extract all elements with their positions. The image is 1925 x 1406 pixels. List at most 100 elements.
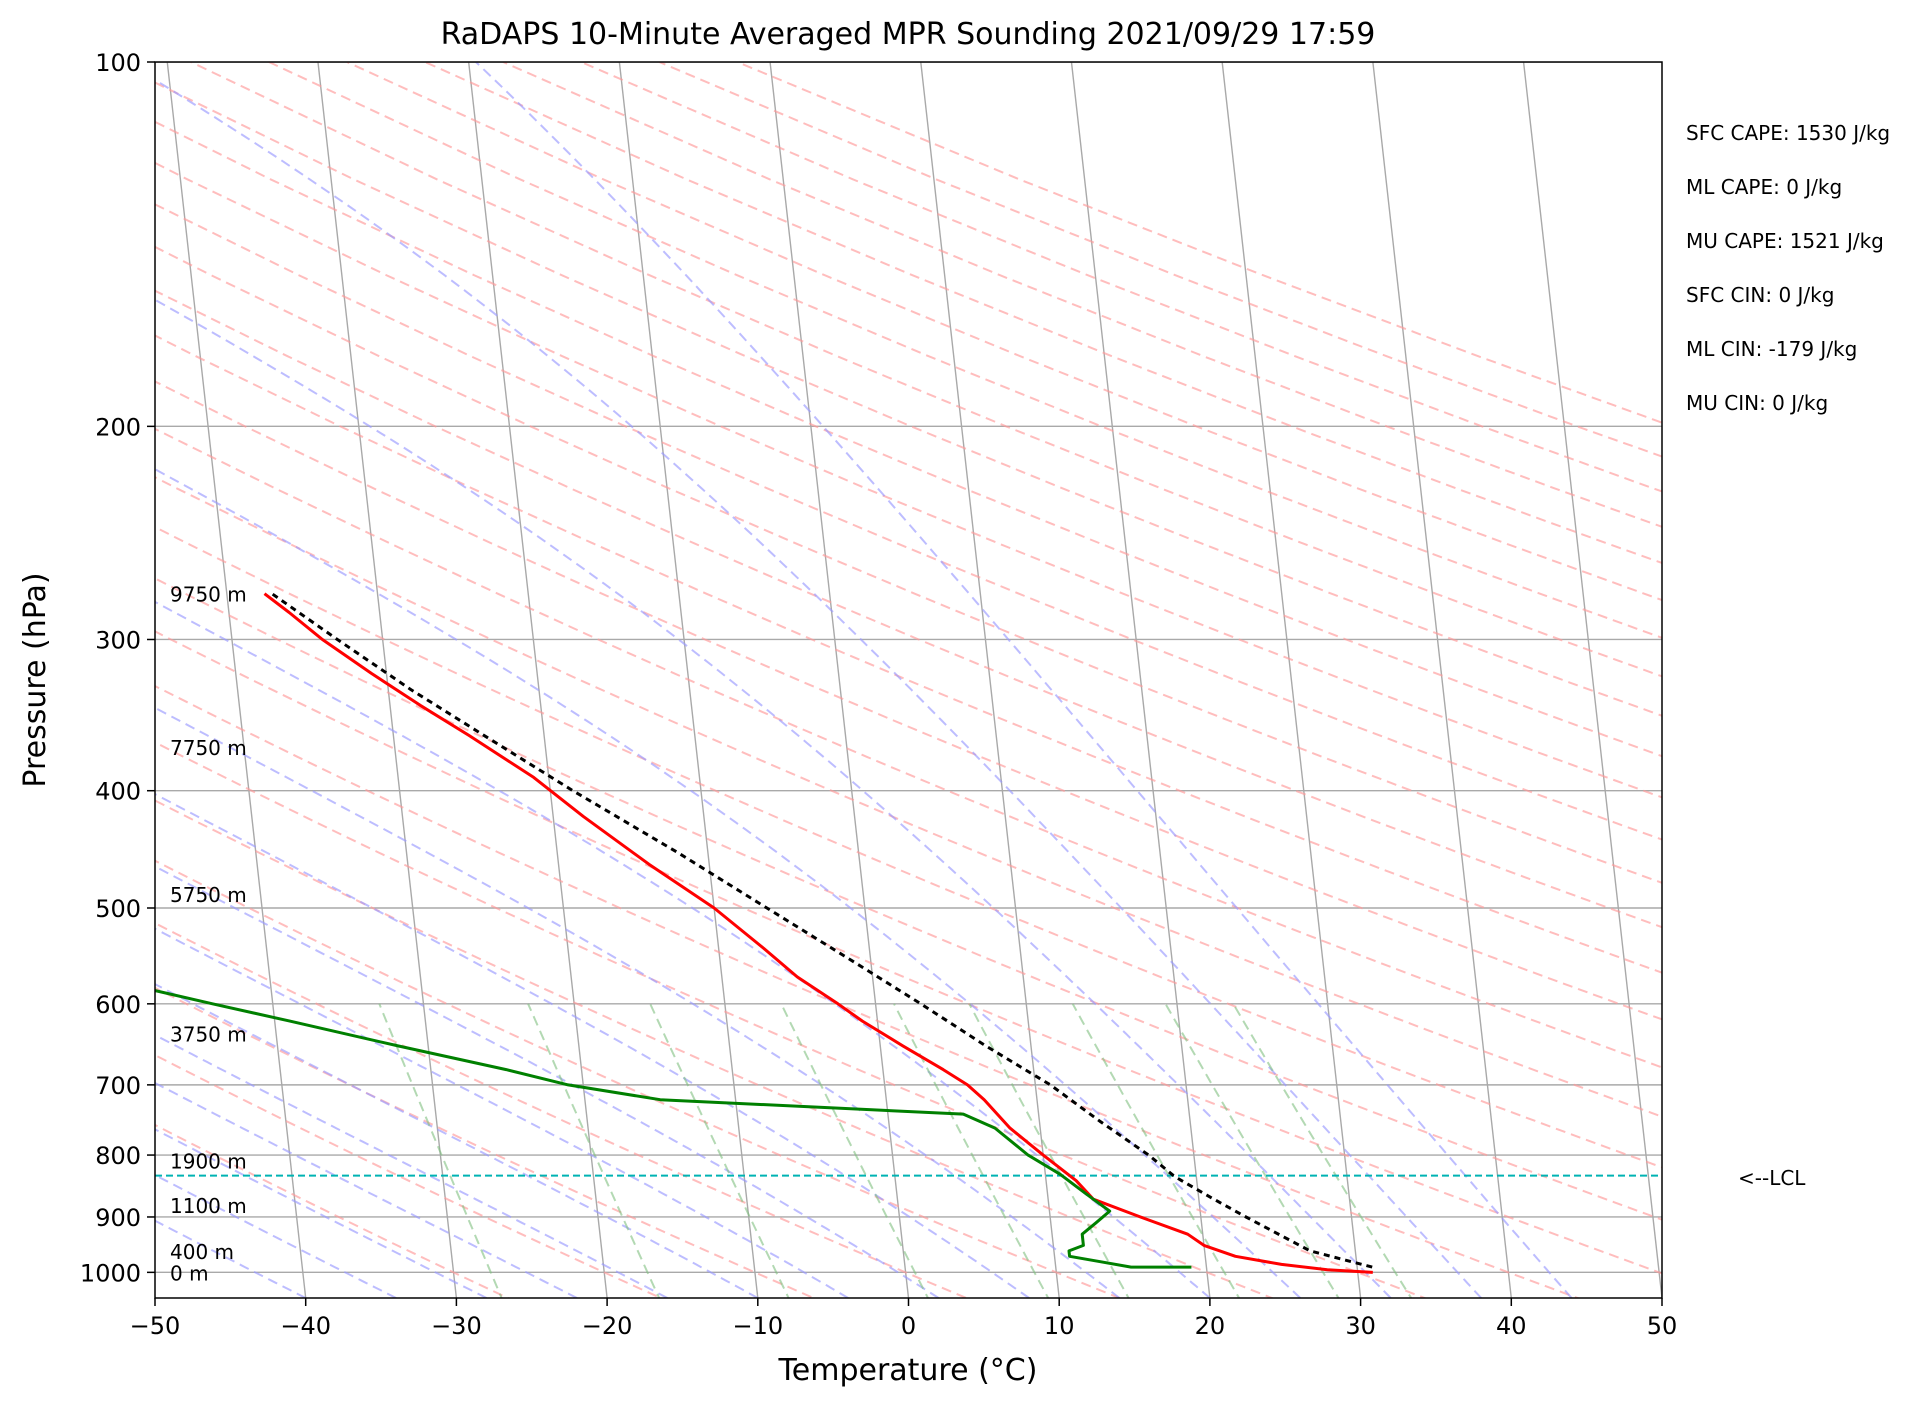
y-tick-label: 600 [95, 991, 141, 1019]
mixing-ratio-line [649, 1003, 790, 1298]
isotherm [1372, 62, 1513, 1298]
x-tick-label: 10 [1044, 1312, 1075, 1340]
height-label: 0 m [170, 1261, 209, 1285]
x-tick-label: 30 [1345, 1312, 1376, 1340]
height-label: 400 m [170, 1240, 234, 1264]
y-tick-label: 400 [95, 778, 141, 806]
y-tick-label: 200 [95, 413, 141, 441]
parcel-trace [271, 592, 1373, 1269]
moist-adiabat [155, 1081, 578, 1298]
mixing-ratio-line [893, 1003, 1050, 1298]
isotherm [769, 62, 910, 1298]
moist-adiabat [155, 78, 1482, 1298]
moist-adiabat [155, 1033, 668, 1298]
moist-adiabat [155, 983, 759, 1298]
y-tick-label: 700 [95, 1072, 141, 1100]
x-tick-label: −50 [130, 1312, 181, 1340]
dry-adiabat [155, 741, 1428, 1298]
dry-adiabat [155, 859, 1122, 1298]
mixing-ratio-line [780, 1003, 930, 1298]
x-axis-label: Temperature (°C) [778, 1353, 1038, 1388]
series-layer [155, 592, 1373, 1274]
moist-adiabat [155, 298, 1392, 1298]
dry-adiabat [155, 289, 1662, 929]
isotherm [1070, 62, 1211, 1298]
dry-adiabat [155, 684, 1581, 1298]
dry-adiabat [155, 799, 1275, 1298]
dry-adiabat [346, 62, 1662, 602]
mixing-ratio-line [1071, 1003, 1241, 1298]
x-tick-label: −40 [280, 1312, 331, 1340]
x-tick-label: 0 [901, 1312, 916, 1340]
moist-adiabat [155, 1173, 397, 1298]
lcl-label: <--LCL [1738, 1166, 1806, 1190]
chart-title: RaDAPS 10-Minute Averaged MPR Sounding 2… [441, 17, 1376, 52]
x-tick-label: −10 [732, 1312, 783, 1340]
mixing-ratio-line [968, 1003, 1130, 1298]
dry-adiabat [155, 203, 1662, 841]
isotherm [0, 62, 7, 1322]
dry-adiabat [155, 161, 1662, 799]
height-label: 9750 m [170, 583, 247, 607]
height-label: 3750 m [170, 1023, 247, 1047]
dry-adiabat [155, 630, 1662, 1275]
isotherm [1221, 62, 1362, 1298]
x-tick-label: −30 [431, 1312, 482, 1340]
x-tick-label: −20 [582, 1312, 633, 1340]
moist-adiabat [155, 792, 1030, 1298]
x-tick-label: 50 [1647, 1312, 1678, 1340]
sfc-cin-stat: SFC CIN: 0 J/kg [1686, 283, 1835, 307]
dry-adiabat [268, 62, 1662, 639]
moist-adiabat [155, 927, 849, 1298]
dry-adiabat [155, 921, 969, 1298]
isotherm [1522, 62, 1662, 1298]
ml-cape-stat: ML CAPE: 0 J/kg [1686, 175, 1843, 199]
dry-adiabat [155, 120, 1662, 758]
dry-adiabat [190, 62, 1662, 678]
dry-adiabat [155, 334, 1662, 974]
y-tick-label: 1000 [80, 1259, 141, 1287]
isotherm [467, 62, 608, 1298]
ml-cin-stat: ML CIN: -179 J/kg [1686, 337, 1858, 361]
temperature-trace [263, 592, 1373, 1274]
dry-adiabat [155, 476, 1662, 1118]
reference-lines [0, 62, 1662, 1322]
dry-adiabat [155, 1053, 664, 1298]
y-tick-label: 500 [95, 895, 141, 923]
x-tick-label: 40 [1496, 1312, 1527, 1340]
mu-cape-stat: MU CAPE: 1521 J/kg [1686, 229, 1884, 253]
isotherm [920, 62, 1060, 1298]
y-tick-label: 100 [95, 49, 141, 77]
height-label: 1100 m [170, 1194, 247, 1218]
dewpoint-trace [155, 989, 1192, 1269]
y-tick-label: 900 [95, 1204, 141, 1232]
moist-adiabat [155, 865, 940, 1298]
stats-panel: SFC CAPE: 1530 J/kg ML CAPE: 0 J/kg MU C… [1686, 106, 1890, 430]
axis-ticks: −50 −40 −30 −20 −10 0 10 20 30 40 50 100 200 300 400 50… [80, 49, 1677, 1340]
dry-adiabat [155, 525, 1662, 1169]
sfc-cape-stat: SFC CAPE: 1530 J/kg [1686, 121, 1891, 145]
dry-adiabat [155, 380, 1662, 1021]
x-tick-label: 20 [1195, 1312, 1226, 1340]
moist-adiabat [155, 706, 1121, 1298]
height-label: 5750 m [170, 883, 247, 907]
mixing-ratio-line [1232, 1003, 1413, 1298]
height-label: 7750 m [170, 736, 247, 760]
dry-adiabat [155, 245, 1662, 884]
mixing-ratio-line [1164, 1003, 1340, 1298]
y-axis-label: Pressure (hPa) [18, 572, 53, 787]
y-tick-label: 800 [95, 1142, 141, 1170]
mixing-ratio-line [527, 1003, 661, 1298]
dry-adiabat [155, 577, 1662, 1221]
y-tick-label: 300 [95, 626, 141, 654]
height-label: 1900 m [170, 1149, 247, 1173]
moist-adiabat [475, 62, 1573, 1298]
dry-adiabat [155, 986, 817, 1298]
mu-cin-stat: MU CIN: 0 J/kg [1686, 391, 1829, 415]
dry-adiabat [155, 1123, 511, 1298]
dry-adiabat [155, 81, 1662, 717]
isotherm [166, 62, 307, 1298]
dry-adiabat [155, 427, 1662, 1069]
